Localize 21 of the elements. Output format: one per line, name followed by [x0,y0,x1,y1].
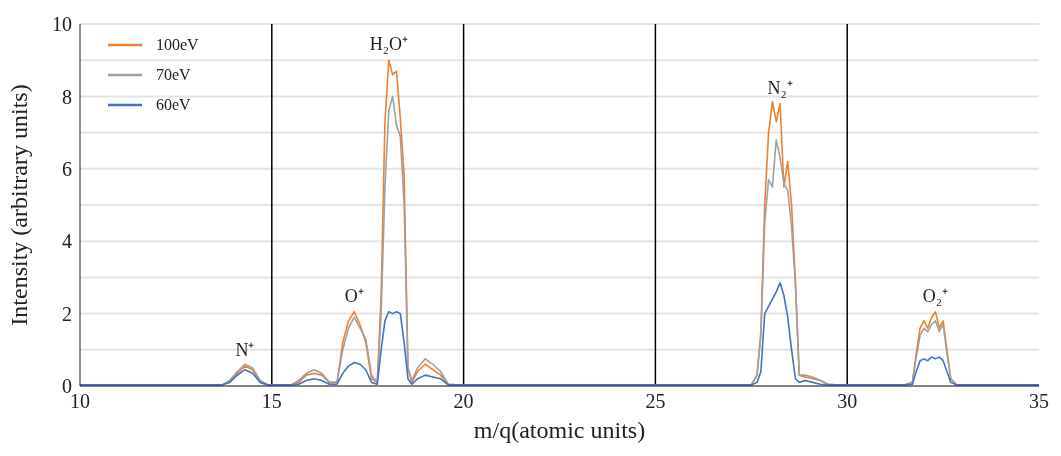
y-tick-label: 4 [62,230,72,253]
legend-label: 70eV [156,65,191,85]
x-tick-label: 30 [837,390,858,413]
x-axis-title: m/q(atomic units) [473,417,646,443]
x-tick-label: 15 [261,390,282,413]
legend-label: 60eV [156,95,191,115]
x-tick-label: 35 [1029,390,1049,413]
y-tick-label: 2 [62,302,72,325]
annotation: H₂O⁺ [369,34,408,55]
y-tick-label: 0 [62,375,72,398]
annotation: N⁺ [235,340,255,361]
annotation: O₂⁺ [922,285,949,306]
y-tick-label: 6 [62,157,72,180]
y-tick-label: 10 [52,13,72,36]
annotation: O⁺ [344,285,364,306]
legend-label: 100eV [156,35,199,55]
annotation: N₂⁺ [767,77,793,98]
x-tick-label: 20 [453,390,474,413]
y-axis-title: Intensity (arbitrary units) [5,84,32,326]
x-tick-label: 25 [645,390,666,413]
y-tick-label: 8 [62,85,72,108]
